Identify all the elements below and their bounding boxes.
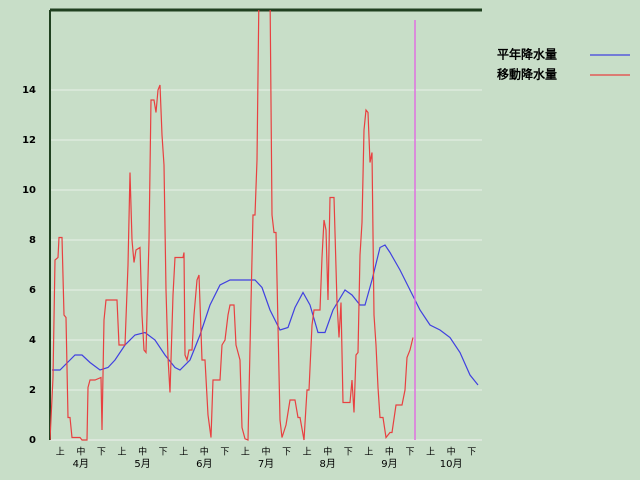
- month-label: 6月: [196, 458, 212, 470]
- x-tick-label: 下: [282, 448, 291, 458]
- series-line: [50, 10, 414, 441]
- x-tick-label: 下: [220, 448, 229, 458]
- legend-label: 平年降水量: [497, 47, 557, 62]
- x-tick-label: 上: [117, 447, 126, 458]
- x-tick-label: 中: [200, 446, 209, 458]
- x-tick-label: 中: [385, 446, 394, 458]
- x-tick-label: 上: [241, 447, 250, 458]
- y-tick-label: 2: [29, 385, 36, 396]
- x-tick-label: 下: [467, 448, 476, 458]
- x-tick-label: 上: [364, 447, 373, 458]
- x-tick-label: 下: [405, 448, 414, 458]
- x-tick-label: 中: [447, 446, 456, 458]
- y-tick-label: 10: [22, 185, 36, 196]
- y-tick-label: 6: [29, 285, 36, 296]
- month-label: 5月: [134, 458, 150, 470]
- x-tick-label: 下: [344, 448, 353, 458]
- month-label: 7月: [258, 458, 274, 470]
- month-label: 4月: [73, 458, 89, 470]
- y-tick-label: 14: [22, 85, 36, 96]
- x-tick-label: 上: [56, 447, 65, 458]
- x-tick-label: 上: [303, 447, 312, 458]
- y-tick-label: 12: [22, 135, 36, 146]
- y-tick-label: 4: [29, 335, 36, 346]
- month-label: 9月: [381, 458, 397, 470]
- month-label: 10月: [440, 458, 463, 470]
- x-tick-label: 上: [179, 447, 188, 458]
- x-tick-label: 下: [97, 448, 106, 458]
- x-tick-label: 上: [426, 447, 435, 458]
- x-tick-label: 中: [323, 446, 332, 458]
- x-tick-label: 中: [138, 446, 147, 458]
- month-label: 8月: [320, 458, 336, 470]
- legend-label: 移動降水量: [497, 67, 557, 82]
- y-tick-label: 0: [29, 435, 36, 446]
- y-tick-label: 8: [29, 235, 36, 246]
- series-line: [52, 244, 479, 386]
- x-tick-label: 中: [76, 446, 85, 458]
- x-tick-label: 中: [261, 446, 270, 458]
- x-tick-label: 下: [159, 448, 168, 458]
